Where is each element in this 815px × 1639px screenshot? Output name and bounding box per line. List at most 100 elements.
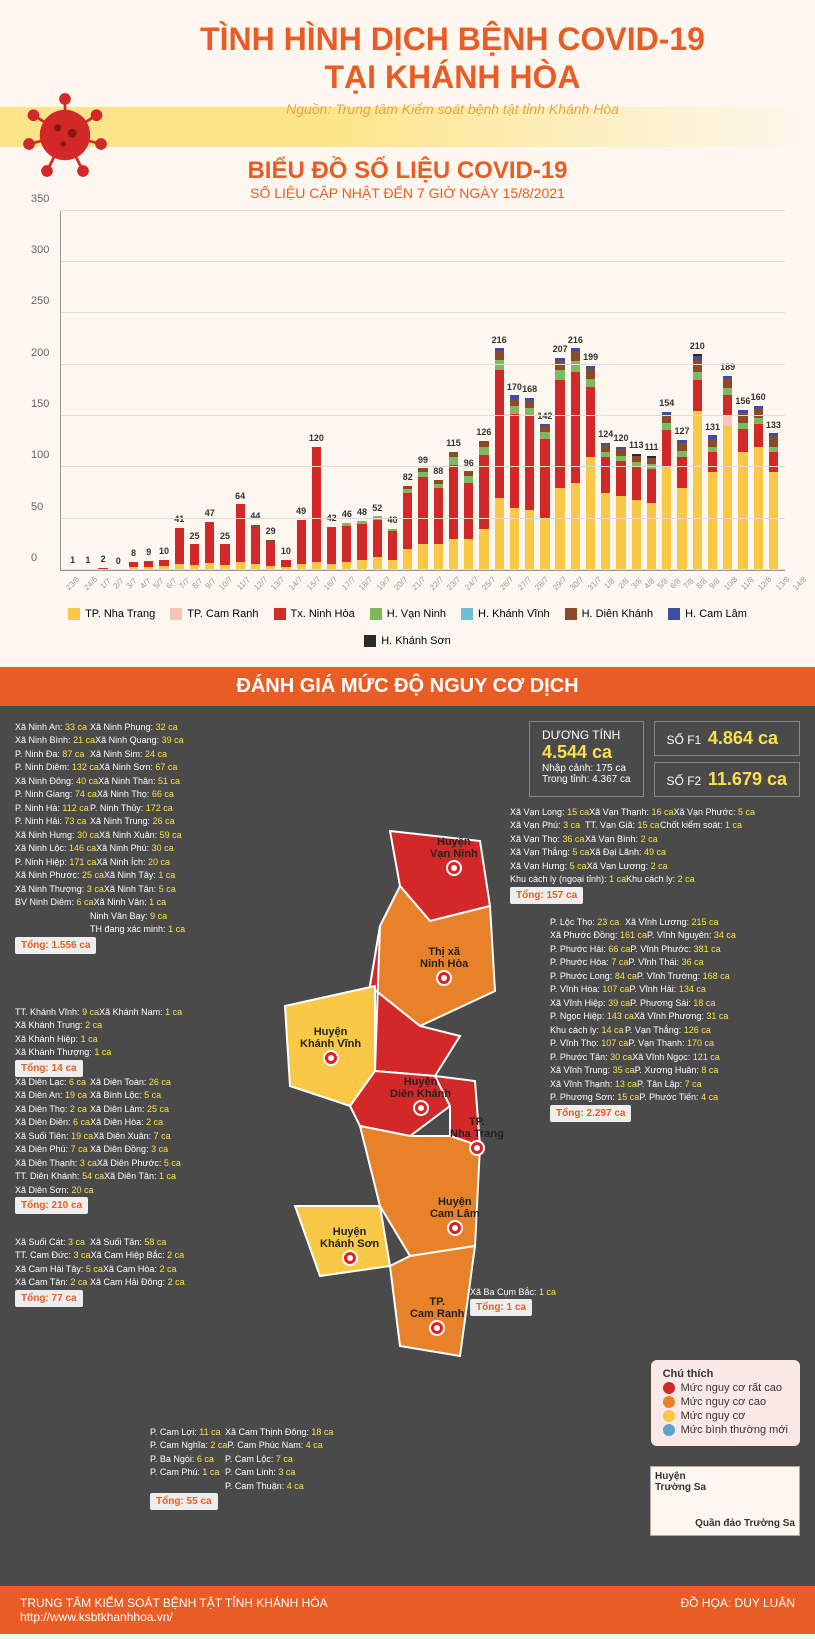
- district-cell: P. Ninh Hiệp: 171 ca: [15, 856, 96, 870]
- district-cell: Xã Vĩnh Thạnh: 13 ca: [550, 1078, 637, 1092]
- bar-segment: [449, 457, 458, 465]
- district-cell: Xã Ninh Lộc: 146 ca: [15, 842, 96, 856]
- xlabel: 12/8: [756, 575, 773, 592]
- district-cell: P. Vĩnh Hòa: 107 ca: [550, 983, 629, 997]
- district-row: P. Cam Thuận: 4 ca: [150, 1480, 430, 1494]
- district-cell: Xã Ninh Trung: 26 ca: [90, 815, 175, 829]
- district-row: BV Ninh Diêm: 6 caXã Ninh Vân: 1 ca: [15, 896, 265, 910]
- legend-item: H. Vạn Ninh: [370, 608, 446, 620]
- gridline: [61, 261, 785, 262]
- ytick: 50: [31, 501, 43, 513]
- legend-label: H. Diên Khánh: [582, 608, 654, 620]
- district-cell: Xã Ninh Sơn: 67 ca: [99, 761, 177, 775]
- map-region-label: TP.Nha Trang: [450, 1116, 504, 1159]
- district-cell: Xã Ba Cụm Bắc: 1 ca: [470, 1286, 556, 1300]
- bar-col: 160: [752, 211, 765, 570]
- district-cell: P. Phước Tiến: 4 ca: [639, 1091, 718, 1105]
- bar-segment: [601, 445, 610, 452]
- bar-segment: [616, 496, 625, 570]
- legend-item: H. Diên Khánh: [565, 608, 654, 620]
- chart-title: BIỂU ĐỒ SỐ LIỆU COVID-19: [30, 157, 785, 185]
- district-row: Xã Ninh Lộc: 146 caXã Ninh Phú: 30 ca: [15, 842, 265, 856]
- legend-swatch: [565, 608, 577, 620]
- district-cell: Xã Diên Lạc: 6 ca: [15, 1076, 90, 1090]
- district-row: P. Ninh Hà: 112 caP. Ninh Thủy: 172 ca: [15, 802, 265, 816]
- district-cell: P. Vĩnh Thọ: 107 ca: [550, 1037, 628, 1051]
- xlabel: 3/7: [125, 576, 139, 590]
- district-cell: Xã Phước Đồng: 161 ca: [550, 929, 647, 943]
- bar-segment: [632, 500, 641, 570]
- district-cell: Xã Bình Lộc: 5 ca: [90, 1089, 165, 1103]
- district-cell: Khu cách ly: 2 ca: [626, 873, 701, 887]
- district-cell: Xã Vạn Bình: 2 ca: [585, 833, 660, 847]
- district-row: P. Ninh Hiệp: 171 caXã Ninh Ích: 20 ca: [15, 856, 265, 870]
- xlabel: 22/7: [428, 575, 445, 592]
- legend-item: Tx. Ninh Hòa: [274, 608, 355, 620]
- bar-total-label: 124: [598, 429, 613, 439]
- bar-total-label: 127: [674, 426, 689, 436]
- xlabel: 31/7: [586, 575, 603, 592]
- xlabel: 24/6: [82, 575, 99, 592]
- bar-segment: [677, 457, 686, 488]
- district-cell: Xã Cam Hải Đông: 2 ca: [90, 1276, 185, 1290]
- district-cell: P. Phương Sài: 18 ca: [630, 997, 715, 1011]
- bar-total-label: 126: [476, 427, 491, 437]
- box-van-ninh: Xã Vạn Long: 15 caXã Vạn Thạnh: 16 caXã …: [510, 806, 800, 904]
- xlabel: 11/8: [739, 575, 756, 592]
- bar-total-label: 8: [131, 548, 136, 558]
- district-cell: Xã Vĩnh Hiệp: 39 ca: [550, 997, 630, 1011]
- virus-icon: [20, 90, 110, 180]
- bar-total-label: 133: [766, 420, 781, 430]
- bar-segment: [571, 483, 580, 570]
- footer: TRUNG TÂM KIỂM SOÁT BỆNH TẬT TỈNH KHÁNH …: [0, 1586, 815, 1634]
- district-cell: Xã Ninh Thọ: 66 ca: [97, 788, 174, 802]
- bar-segment: [205, 522, 214, 563]
- bar-segment: [479, 529, 488, 570]
- district-row: Xã Ninh Đông: 40 caXã Ninh Thân: 51 ca: [15, 775, 265, 789]
- district-cell: TT. Cam Đức: 3 ca: [15, 1249, 91, 1263]
- bar-segment: [723, 395, 732, 416]
- district-cell: Xã Vạn Phước: 5 ca: [674, 806, 756, 820]
- district-cell: Xã Ninh Đông: 40 ca: [15, 775, 98, 789]
- district-row: Xã Vĩnh Thạnh: 13 caP. Tân Lập: 7 ca: [550, 1078, 800, 1092]
- district-cell: Xã Suối Tiên: 19 ca: [15, 1130, 93, 1144]
- map-marker-icon: [323, 1050, 339, 1066]
- district-cell: Xã Vạn Thọ: 36 ca: [510, 833, 585, 847]
- bar-col: 10: [157, 211, 170, 570]
- bar-col: 207: [554, 211, 567, 570]
- district-cell: Xã Cam Hòa: 2 ca: [103, 1263, 178, 1277]
- bar-total-label: 210: [690, 341, 705, 351]
- bar-segment: [418, 544, 427, 570]
- bar-total-label: 199: [583, 352, 598, 362]
- bar-segment: [357, 524, 366, 560]
- bar-col: 9: [142, 211, 155, 570]
- xlabel: 10/8: [722, 575, 739, 592]
- map-region-label: HuyệnVạn Ninh: [430, 836, 478, 879]
- district-row: P. Ba Ngòi: 6 caP. Cam Lộc: 7 ca: [150, 1453, 430, 1467]
- bar-segment: [723, 426, 732, 570]
- district-row: Ninh Vân Bay: 9 ca: [15, 910, 265, 924]
- bar-total-label: 131: [705, 422, 720, 432]
- gridline: [61, 364, 785, 365]
- district-row: TT. Khánh Vĩnh: 9 caXã Khánh Nam: 1 ca: [15, 1006, 265, 1020]
- bar-total-label: 10: [281, 546, 291, 556]
- bar-total-label: 160: [751, 392, 766, 402]
- legend-item: H. Cam Lâm: [668, 608, 747, 620]
- ts-l3: Quần đảo Trường Sa: [655, 1518, 795, 1529]
- stat-sub: Trong tỉnh: 4.367 ca: [542, 774, 631, 785]
- district-row: Khu cách ly (ngoại tỉnh): 1 caKhu cách l…: [510, 873, 800, 887]
- stat-duong-tinh: DƯƠNG TÍNH 4.544 ca Nhập cảnh: 175 ca Tr…: [529, 721, 644, 797]
- bar-segment: [662, 467, 671, 570]
- xlabel: 15/7: [305, 575, 322, 592]
- district-cell: P. Vĩnh Nguyên: 34 ca: [647, 929, 736, 943]
- chart-section: BIỂU ĐỒ SỐ LIỆU COVID-19 SỐ LIỆU CẬP NHẬ…: [0, 147, 815, 657]
- district-cell: P. Vĩnh Trường: 168 ca: [637, 970, 730, 984]
- xlabel: 23/7: [445, 575, 462, 592]
- xlabel: 24/7: [463, 575, 480, 592]
- bar-segment: [327, 527, 336, 564]
- district-cell: Xã Ninh An: 33 ca: [15, 721, 90, 735]
- district-total: Tổng: 1.556 ca: [15, 937, 96, 954]
- bar-segment: [754, 447, 763, 570]
- district-cell: P. Phước Tân: 30 ca: [550, 1051, 632, 1065]
- bar-segment: [769, 436, 778, 446]
